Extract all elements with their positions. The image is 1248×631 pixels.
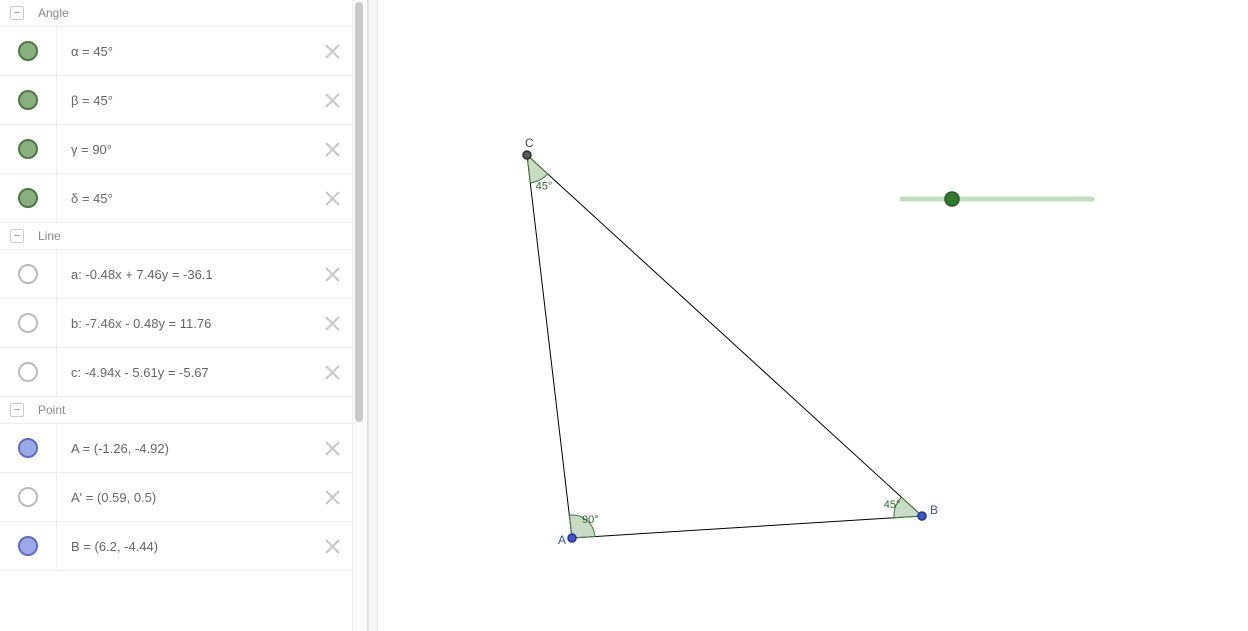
section-header-point[interactable]: − Point: [0, 397, 352, 424]
visibility-toggle-icon[interactable]: [18, 188, 38, 208]
row-b-label: b: -7.46x - 0.48y = 11.76: [57, 316, 312, 331]
algebra-panel: − Angle α = 45° β = 45° γ = 90°: [0, 0, 368, 631]
B-point-label: B: [930, 503, 938, 517]
delete-button[interactable]: [312, 250, 352, 298]
delete-button[interactable]: [312, 174, 352, 222]
row-B-label: B = (6.2, -4.44): [57, 539, 312, 554]
row-beta[interactable]: β = 45°: [0, 76, 352, 125]
row-Aprime-label: A' = (0.59, 0.5): [57, 490, 312, 505]
close-icon: [325, 142, 340, 157]
delete-button[interactable]: [312, 424, 352, 472]
row-alpha-label: α = 45°: [57, 44, 312, 59]
section-title-point: Point: [38, 403, 65, 417]
graphics-canvas[interactable]: 90° 45° 45° A B C: [378, 0, 1248, 631]
A-point[interactable]: [568, 534, 576, 542]
delete-button[interactable]: [312, 125, 352, 173]
close-icon: [325, 316, 340, 331]
section-title-line: Line: [38, 229, 61, 243]
row-beta-label: β = 45°: [57, 93, 312, 108]
visibility-toggle-icon[interactable]: [18, 139, 38, 159]
delete-button[interactable]: [312, 76, 352, 124]
close-icon: [325, 44, 340, 59]
row-A[interactable]: A = (-1.26, -4.92): [0, 424, 352, 473]
section-header-angle[interactable]: − Angle: [0, 0, 352, 27]
B-point[interactable]: [918, 512, 926, 520]
visibility-toggle-icon[interactable]: [18, 264, 38, 284]
close-icon: [325, 93, 340, 108]
close-icon: [325, 365, 340, 380]
row-c[interactable]: c: -4.94x - 5.61y = -5.67: [0, 348, 352, 397]
delete-button[interactable]: [312, 473, 352, 521]
angle-B-label: 45°: [884, 499, 901, 511]
segment-AB[interactable]: [572, 516, 922, 538]
close-icon: [325, 441, 340, 456]
scroll-thumb[interactable]: [355, 2, 363, 422]
algebra-scrollbar[interactable]: [352, 0, 367, 631]
visibility-toggle-icon[interactable]: [18, 313, 38, 333]
delete-button[interactable]: [312, 522, 352, 570]
segment-CA[interactable]: [527, 155, 572, 538]
visibility-toggle-icon[interactable]: [18, 487, 38, 507]
panel-splitter[interactable]: [368, 0, 378, 631]
row-delta-label: δ = 45°: [57, 191, 312, 206]
row-A-label: A = (-1.26, -4.92): [57, 441, 312, 456]
row-alpha[interactable]: α = 45°: [0, 27, 352, 76]
delete-button[interactable]: [312, 348, 352, 396]
section-title-angle: Angle: [38, 6, 69, 20]
segment-BC[interactable]: [527, 155, 922, 516]
close-icon: [325, 490, 340, 505]
row-a[interactable]: a: -0.48x + 7.46y = -36.1: [0, 250, 352, 299]
alpha-slider-handle[interactable]: [945, 192, 959, 206]
graphics-panel[interactable]: 90°45°45°ABC α = 45°: [378, 0, 1248, 631]
C-point[interactable]: [523, 151, 531, 159]
row-B[interactable]: B = (6.2, -4.44): [0, 522, 352, 571]
close-icon: [325, 267, 340, 282]
visibility-toggle-icon[interactable]: [18, 536, 38, 556]
collapse-icon[interactable]: −: [10, 6, 24, 20]
visibility-toggle-icon[interactable]: [18, 438, 38, 458]
collapse-icon[interactable]: −: [10, 403, 24, 417]
close-icon: [325, 191, 340, 206]
row-Aprime[interactable]: A' = (0.59, 0.5): [0, 473, 352, 522]
A-point-label: A: [558, 533, 566, 547]
row-gamma[interactable]: γ = 90°: [0, 125, 352, 174]
delete-button[interactable]: [312, 299, 352, 347]
C-point-label: C: [525, 136, 534, 150]
section-header-line[interactable]: − Line: [0, 223, 352, 250]
visibility-toggle-icon[interactable]: [18, 41, 38, 61]
angle-C-arc[interactable]: [527, 155, 548, 183]
collapse-icon[interactable]: −: [10, 229, 24, 243]
row-a-label: a: -0.48x + 7.46y = -36.1: [57, 267, 312, 282]
row-delta[interactable]: δ = 45°: [0, 174, 352, 223]
row-c-label: c: -4.94x - 5.61y = -5.67: [57, 365, 312, 380]
visibility-toggle-icon[interactable]: [18, 90, 38, 110]
row-b[interactable]: b: -7.46x - 0.48y = 11.76: [0, 299, 352, 348]
angle-A-label: 90°: [582, 514, 599, 526]
algebra-list: − Angle α = 45° β = 45° γ = 90°: [0, 0, 352, 631]
close-icon: [325, 539, 340, 554]
delete-button[interactable]: [312, 27, 352, 75]
visibility-toggle-icon[interactable]: [18, 362, 38, 382]
row-gamma-label: γ = 90°: [57, 142, 312, 157]
angle-C-label: 45°: [536, 181, 553, 193]
